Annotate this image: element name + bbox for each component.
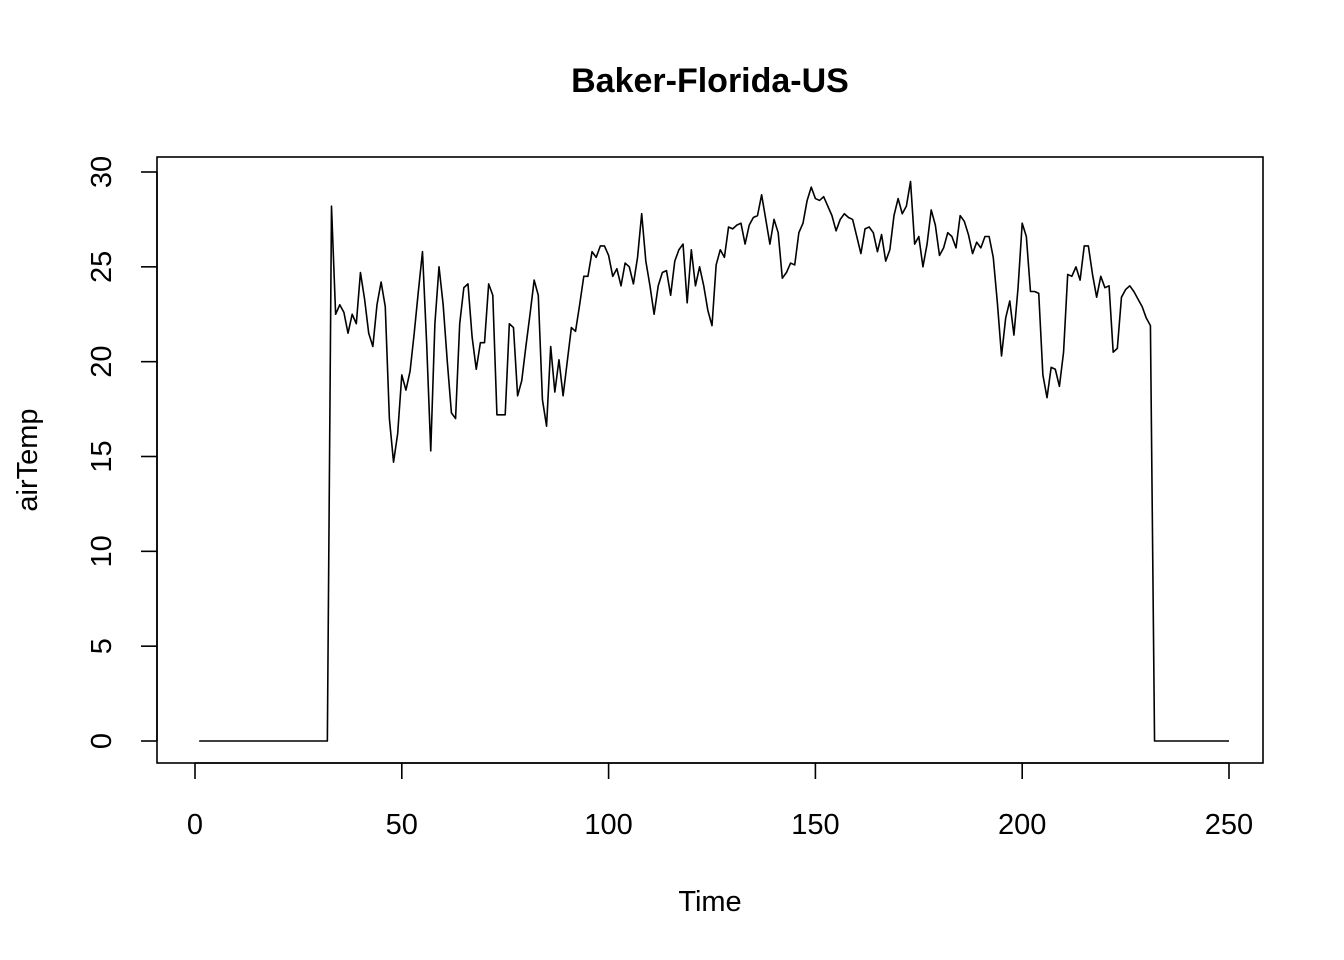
y-tick-label: 5	[86, 638, 118, 654]
x-axis-title: Time	[678, 886, 741, 918]
x-tick-label: 0	[187, 809, 203, 841]
y-tick-label: 20	[86, 346, 118, 378]
y-tick-label: 30	[86, 156, 118, 188]
y-tick-label: 15	[86, 440, 118, 472]
x-tick-label: 100	[584, 809, 632, 841]
x-axis-ticks: 0 50 100 150 200 250	[187, 763, 1253, 841]
y-tick-label: 10	[86, 535, 118, 567]
x-tick-label: 200	[998, 809, 1046, 841]
x-tick-label: 250	[1205, 809, 1253, 841]
y-tick-label: 0	[86, 733, 118, 749]
plot-frame	[156, 156, 1264, 764]
series-line-airtemp	[199, 180, 1229, 742]
chart-title: Baker-Florida-US	[571, 62, 849, 100]
y-tick-label: 25	[86, 251, 118, 283]
y-axis-ticks: 0 5 10 15 20 25 30	[86, 156, 157, 749]
y-axis-title: airTemp	[12, 408, 44, 511]
x-tick-label: 50	[386, 809, 418, 841]
x-tick-label: 150	[791, 809, 839, 841]
